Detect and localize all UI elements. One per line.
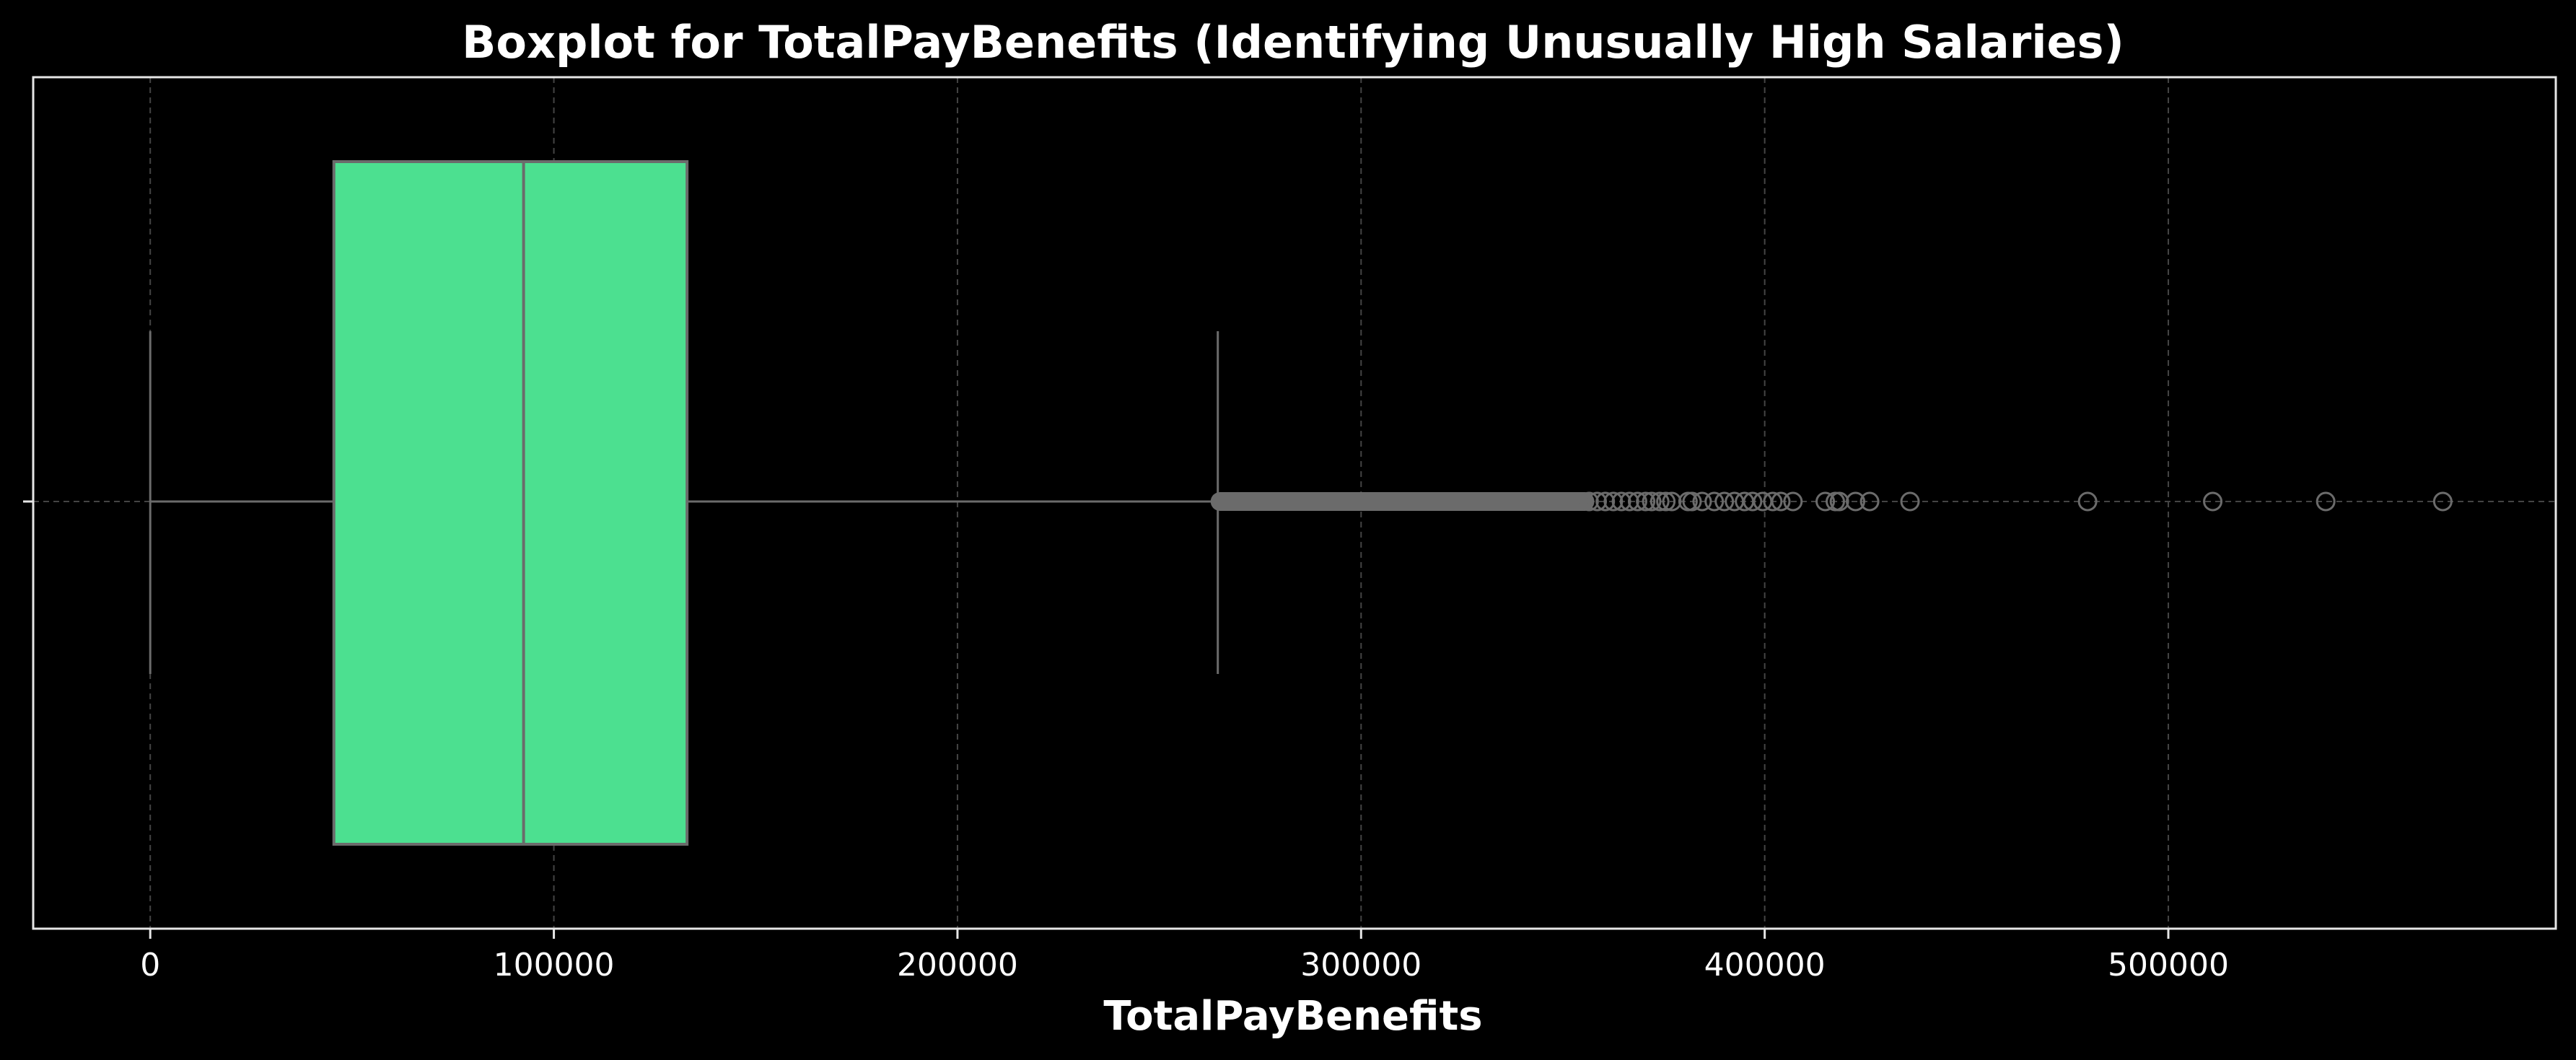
chart-title: Boxplot for TotalPayBenefits (Identifyin… bbox=[462, 16, 2124, 69]
outlier-point bbox=[1611, 491, 1631, 512]
outlier-point bbox=[1650, 491, 1670, 512]
x-tick-label: 200000 bbox=[897, 947, 1018, 984]
outlier-point bbox=[2432, 491, 2453, 512]
outlier-point bbox=[1662, 491, 1682, 512]
outlier-point bbox=[1763, 491, 1783, 512]
outlier-point bbox=[1682, 491, 1702, 512]
outlier-point bbox=[2077, 491, 2098, 512]
x-tick-label: 400000 bbox=[1704, 947, 1826, 984]
outlier-point bbox=[1714, 491, 1735, 512]
outlier-point bbox=[1579, 491, 1599, 512]
outlier-point bbox=[1603, 491, 1624, 512]
x-tick-label: 100000 bbox=[494, 947, 615, 984]
outlier-point bbox=[1829, 491, 1849, 512]
x-axis-label: TotalPayBenefits bbox=[1103, 993, 1482, 1040]
outlier-band bbox=[1210, 492, 1595, 511]
outlier-point bbox=[1627, 491, 1647, 512]
outlier-point bbox=[1815, 491, 1836, 512]
outlier-point bbox=[1743, 491, 1763, 512]
outlier-point bbox=[1771, 491, 1791, 512]
x-axis-ticks: 0 100000 200000 300000 400000 500000 bbox=[23, 500, 2229, 984]
outlier-point bbox=[1846, 491, 1866, 512]
outlier-point bbox=[2203, 491, 2223, 512]
outlier-point bbox=[1636, 491, 1656, 512]
plot-area bbox=[149, 160, 2453, 846]
plot-frame bbox=[32, 76, 2557, 930]
outlier-point bbox=[1656, 491, 1676, 512]
x-tick-label: 500000 bbox=[2108, 947, 2229, 984]
x-tick-label: 0 bbox=[140, 947, 160, 984]
outlier-point bbox=[1900, 491, 1920, 512]
outlier-point bbox=[1642, 491, 1662, 512]
outlier-point bbox=[2316, 491, 2336, 512]
x-tick-label: 300000 bbox=[1300, 947, 1421, 984]
outlier-point bbox=[1859, 491, 1880, 512]
outlier-point bbox=[1587, 491, 1608, 512]
outlier-point bbox=[1595, 491, 1616, 512]
outlier-point bbox=[1692, 491, 1712, 512]
outlier-point bbox=[1783, 491, 1803, 512]
iqr-box bbox=[332, 160, 689, 846]
outlier-point bbox=[1704, 491, 1725, 512]
outlier-point bbox=[1619, 491, 1639, 512]
